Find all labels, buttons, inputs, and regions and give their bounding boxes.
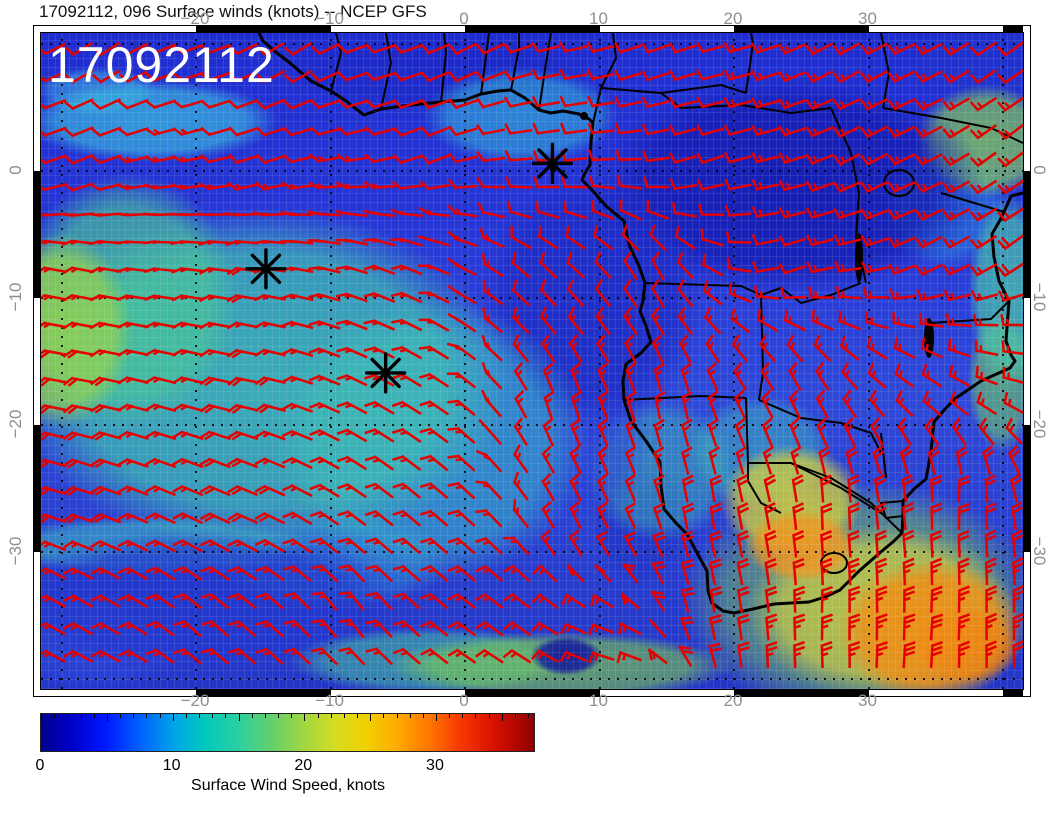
colorbar-minor-tick [159,714,161,718]
colorbar-minor-tick [396,714,398,718]
colorbar-minor-tick [212,714,214,718]
colorbar-minor-tick [120,714,121,718]
colorbar-minor-tick [343,714,345,718]
top-axis-label--10: −10 [315,9,344,28]
top-axis-label-0: 0 [459,9,469,28]
colorbar-minor-tick [278,714,279,718]
colorbar-minor-tick [501,714,503,721]
colorbar-minor-tick [54,714,56,718]
colorbar-minor-tick [199,714,200,718]
bottom-axis-label-10: 10 [589,691,608,710]
colorbar-minor-tick [330,714,332,718]
colorbar-minor-tick [41,714,42,721]
colorbar-minor-tick [238,714,240,721]
colorbar-gradient [41,714,534,751]
colorbar-minor-tick [435,714,437,721]
colorbar-minor-tick [264,714,266,718]
colorbar-minor-tick [106,714,108,721]
map-area: 17092112 [40,32,1024,690]
map-frame: 17092112 [33,25,1031,697]
left-axis-label-0: 0 [6,165,25,175]
colorbar [40,713,535,752]
colorbar-minor-tick [67,714,69,718]
bottom-axis-label-0: 0 [459,691,469,710]
frame-band-top [34,26,1030,33]
frame-band-left [34,26,41,696]
colorbar-label-10: 10 [162,757,181,774]
colorbar-label-0: 0 [35,757,45,774]
timestamp-overlay: 17092112 [48,37,275,93]
colorbar-minor-tick [488,714,490,718]
colorbar-minor-tick [251,714,253,718]
colorbar-minor-tick [225,714,227,718]
colorbar-label-30: 30 [426,757,444,774]
colorbar-minor-tick [449,714,451,718]
colorbar-minor-tick [528,714,530,718]
colorbar-minor-tick [514,714,516,718]
colorbar-minor-tick [133,714,135,718]
top-axis-label-10: 10 [589,9,608,28]
bottom-axis-label--10: −10 [315,691,344,710]
colorbar-minor-tick [475,714,477,718]
colorbar-minor-tick [317,714,319,718]
colorbar-minor-tick [422,714,424,718]
colorbar-minor-tick [80,714,82,718]
frame-band-right [1023,26,1030,696]
right-axis-label--20: −20 [1030,409,1049,439]
colorbar-minor-tick [185,714,187,718]
bottom-axis-label-30: 30 [858,691,877,710]
right-axis-label--10: −10 [1030,282,1049,312]
wind-speed-field [41,33,1023,689]
colorbar-caption: Surface Wind Speed, knots [191,777,385,794]
colorbar-label-20: 20 [294,757,313,774]
frame-band-bottom [34,689,1030,696]
colorbar-minor-tick [146,714,148,718]
left-axis-label--30: −30 [6,536,25,566]
right-axis-label--30: −30 [1030,536,1049,566]
colorbar-minor-tick [383,714,385,718]
top-axis-label-20: 20 [723,9,743,28]
right-axis-label-0: 0 [1030,165,1049,175]
top-axis-label-30: 30 [858,9,877,28]
bottom-axis-label-20: 20 [723,691,743,710]
left-axis-label--10: −10 [6,282,25,312]
colorbar-minor-tick [291,714,293,718]
bottom-axis-label--20: −20 [180,691,210,710]
top-axis-label--20: −20 [180,9,210,28]
left-axis-label--20: −20 [6,409,25,439]
colorbar-minor-tick [462,714,464,718]
colorbar-minor-tick [93,714,95,718]
chart-title: 17092112, 096 Surface winds (knots) -- N… [39,2,427,21]
colorbar-minor-tick [172,714,174,721]
colorbar-minor-tick [357,714,358,718]
colorbar-minor-tick [409,714,411,718]
colorbar-minor-tick [370,714,372,721]
colorbar-minor-tick [304,714,306,721]
